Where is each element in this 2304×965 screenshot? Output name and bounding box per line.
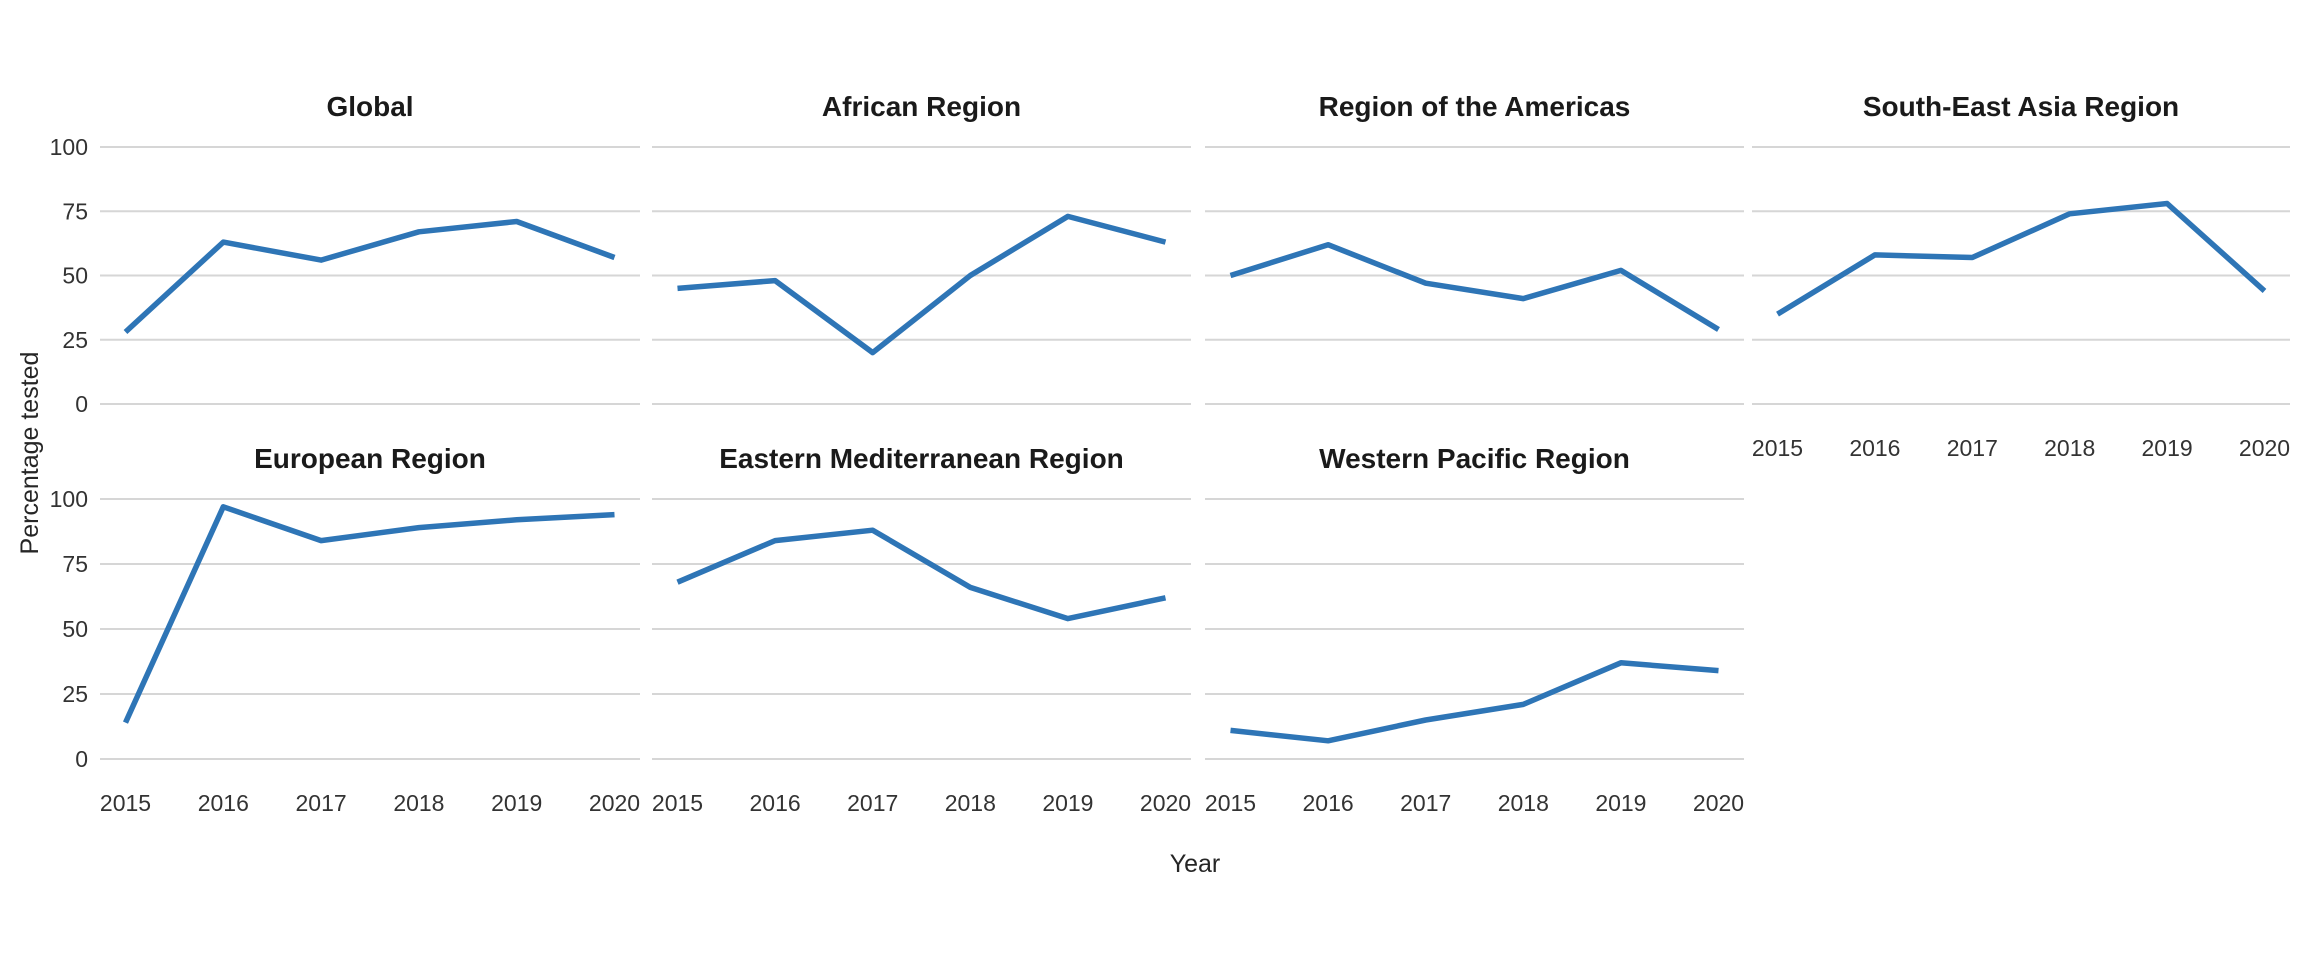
y-tick-label: 25 — [62, 327, 88, 353]
x-tick-label: 2018 — [2044, 435, 2095, 461]
facet-title: Global — [326, 91, 413, 122]
facet-panels: 0 25 50 75 100 0 25 50 75 100 Global African Region… — [50, 91, 2290, 816]
x-tick-label: 2017 — [296, 790, 347, 816]
y-axis-row-0: 0 25 50 75 100 — [50, 134, 88, 417]
facet-panel-global: Global — [100, 91, 640, 405]
x-tick-label: 2016 — [1303, 790, 1354, 816]
x-tick-label: 2018 — [1498, 790, 1549, 816]
x-tick-label: 2015 — [1205, 790, 1256, 816]
x-tick-label: 2017 — [847, 790, 898, 816]
trend-line — [676, 527, 1167, 622]
y-tick-label: 50 — [62, 263, 88, 289]
trend-line — [677, 213, 1167, 356]
x-tick-label: 2016 — [750, 790, 801, 816]
trend-line — [1230, 660, 1719, 744]
facet-panel-south-east-asia-region: South-East Asia Region 2015 2016 2017 2018 20… — [1752, 91, 2290, 461]
x-tick-label: 2015 — [100, 790, 151, 816]
x-tick-label: 2016 — [1849, 435, 1900, 461]
trend-line — [123, 218, 616, 335]
y-tick-label: 50 — [62, 616, 88, 642]
y-tick-label: 0 — [75, 391, 88, 417]
y-axis-title: Percentage tested — [16, 352, 44, 555]
facet-panel-african-region: African Region — [652, 91, 1191, 405]
y-axis-row-1: 0 25 50 75 100 — [50, 486, 88, 772]
y-tick-label: 100 — [50, 486, 88, 512]
facet-title: Eastern Mediterranean Region — [719, 443, 1124, 474]
x-tick-label: 2015 — [1752, 435, 1803, 461]
facet-panel-region-of-the-americas: Region of the Americas — [1205, 91, 1744, 405]
facet-title: Region of the Americas — [1319, 91, 1631, 122]
x-tick-label: 2018 — [945, 790, 996, 816]
y-tick-label: 75 — [62, 551, 88, 577]
facet-title: African Region — [822, 91, 1021, 122]
facet-title: Western Pacific Region — [1319, 443, 1630, 474]
trend-line — [122, 504, 615, 724]
x-tick-label: 2020 — [1140, 790, 1191, 816]
y-tick-label: 0 — [75, 746, 88, 772]
x-tick-label: 2019 — [2142, 435, 2193, 461]
x-tick-label: 2018 — [393, 790, 444, 816]
x-tick-label: 2016 — [198, 790, 249, 816]
facet-title: European Region — [254, 443, 486, 474]
facet-title: South-East Asia Region — [1863, 91, 2179, 122]
trend-line — [1229, 241, 1720, 332]
facet-panel-western-pacific-region: Western Pacific Region 2015 2016 2017 2018 20… — [1205, 443, 1744, 816]
y-tick-label: 25 — [62, 681, 88, 707]
x-tick-label: 2017 — [1947, 435, 1998, 461]
x-tick-label: 2019 — [1042, 790, 1093, 816]
facet-panel-european-region: European Region 2015 2016 2017 2018 2019 2020 — [100, 443, 640, 816]
x-tick-label: 2019 — [1595, 790, 1646, 816]
x-tick-label: 2020 — [2239, 435, 2290, 461]
x-tick-label: 2019 — [491, 790, 542, 816]
x-axis-title: Year — [1170, 850, 1221, 878]
facet-panel-eastern-mediterranean-region: Eastern Mediterranean Region 2015 2016 2017… — [652, 443, 1191, 816]
x-tick-label: 2020 — [1693, 790, 1744, 816]
y-tick-label: 75 — [62, 198, 88, 224]
trend-line — [1776, 200, 2267, 317]
x-tick-label: 2015 — [652, 790, 703, 816]
y-tick-label: 100 — [50, 134, 88, 160]
x-tick-label: 2017 — [1400, 790, 1451, 816]
x-tick-label: 2020 — [589, 790, 640, 816]
